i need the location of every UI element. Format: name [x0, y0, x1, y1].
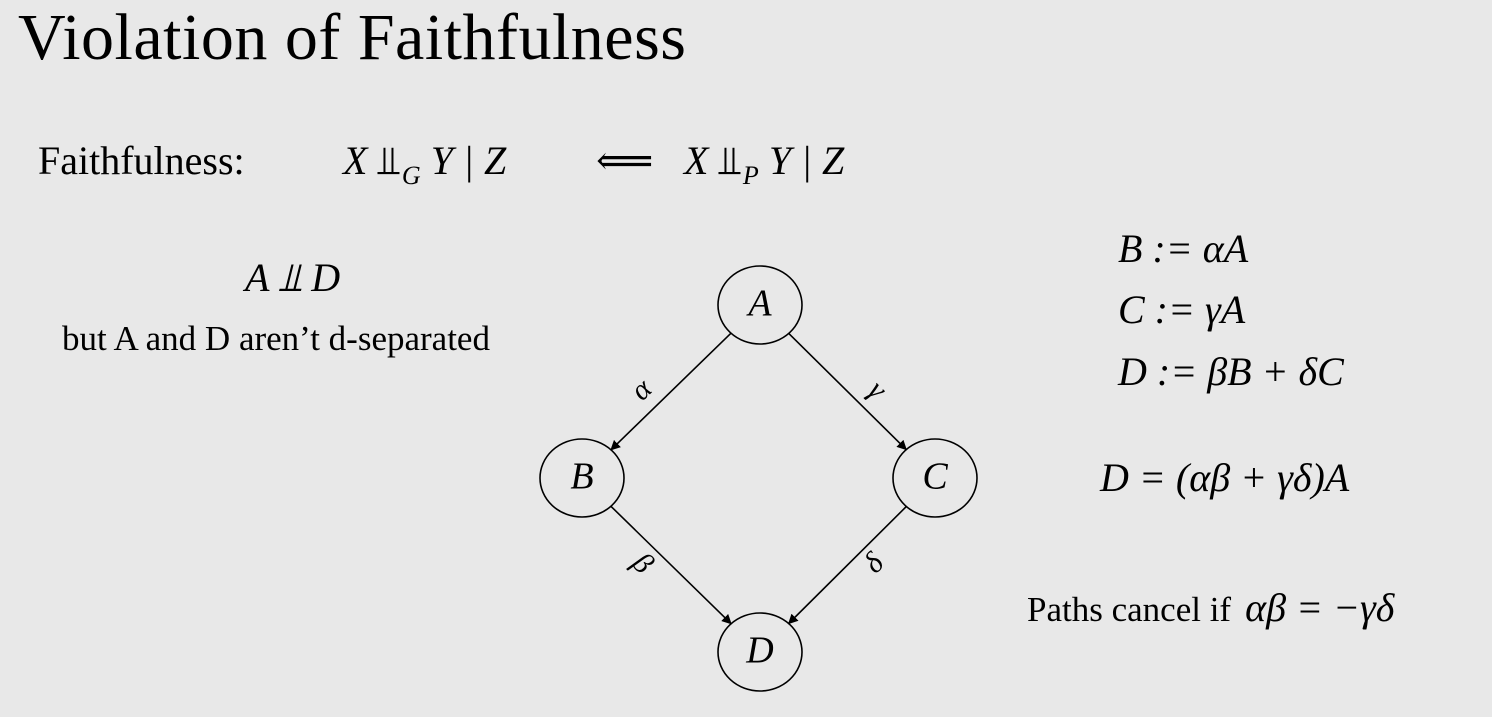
edge-b-d	[610, 505, 732, 625]
lhs-subscript: G	[401, 161, 421, 190]
equation-d: D := βB + δC	[1118, 349, 1344, 394]
node-b: B	[539, 438, 625, 518]
edge-label-c-d: δ	[857, 546, 891, 580]
rhs-independence-symbol: ⫫	[718, 138, 741, 183]
paths-cancel-label: Paths cancel if	[1027, 590, 1232, 629]
paths-cancel-statement: Paths cancel if αβ = −γδ	[1027, 584, 1394, 631]
lhs-rest: Y | Z	[430, 138, 507, 183]
equation-c: C := γA	[1118, 287, 1246, 332]
lhs-x: X	[343, 138, 368, 183]
rhs-subscript: P	[742, 161, 759, 190]
node-c: C	[892, 438, 978, 518]
rhs-rest: Y | Z	[768, 138, 845, 183]
paths-cancel-condition: αβ = −γδ	[1245, 585, 1395, 630]
node-label-d: D	[745, 630, 773, 672]
node-circle-d	[717, 612, 803, 692]
edge-label-a-b: α	[624, 371, 659, 407]
node-a: A	[717, 265, 803, 345]
rhs-x: X	[684, 138, 709, 183]
edge-label-a-c: γ	[862, 374, 894, 407]
implication-arrow: ⟸	[596, 138, 654, 183]
node-label-b: B	[570, 456, 593, 498]
edge-a-b	[610, 332, 732, 451]
lhs-independence-symbol: ⫫	[377, 138, 400, 183]
faithfulness-rhs: X ⫫P Y | Z	[684, 137, 845, 190]
slide-title: Violation of Faithfulness	[18, 1, 687, 74]
edge-label-b-d: β	[625, 545, 660, 580]
independence-note: but A and D aren’t d-separated	[62, 319, 490, 358]
graph-edges: α γ β δ	[610, 332, 907, 625]
edge-a-c	[788, 332, 907, 451]
node-d: D	[717, 612, 803, 692]
node-circle-a	[717, 265, 803, 345]
equation-b: B := αA	[1118, 226, 1249, 271]
node-label-c: C	[922, 456, 948, 498]
node-label-a: A	[745, 283, 772, 325]
independence-formula: A ⫫ D	[245, 255, 341, 300]
node-circle-c	[892, 438, 978, 518]
equation-total: D = (αβ + γδ)A	[1100, 455, 1350, 500]
faithfulness-label: Faithfulness:	[38, 138, 245, 183]
node-circle-b	[539, 438, 625, 518]
faithfulness-lhs: X ⫫G Y | Z	[343, 137, 507, 190]
graph-nodes: A B C D	[539, 265, 978, 692]
edge-c-d	[787, 505, 907, 625]
